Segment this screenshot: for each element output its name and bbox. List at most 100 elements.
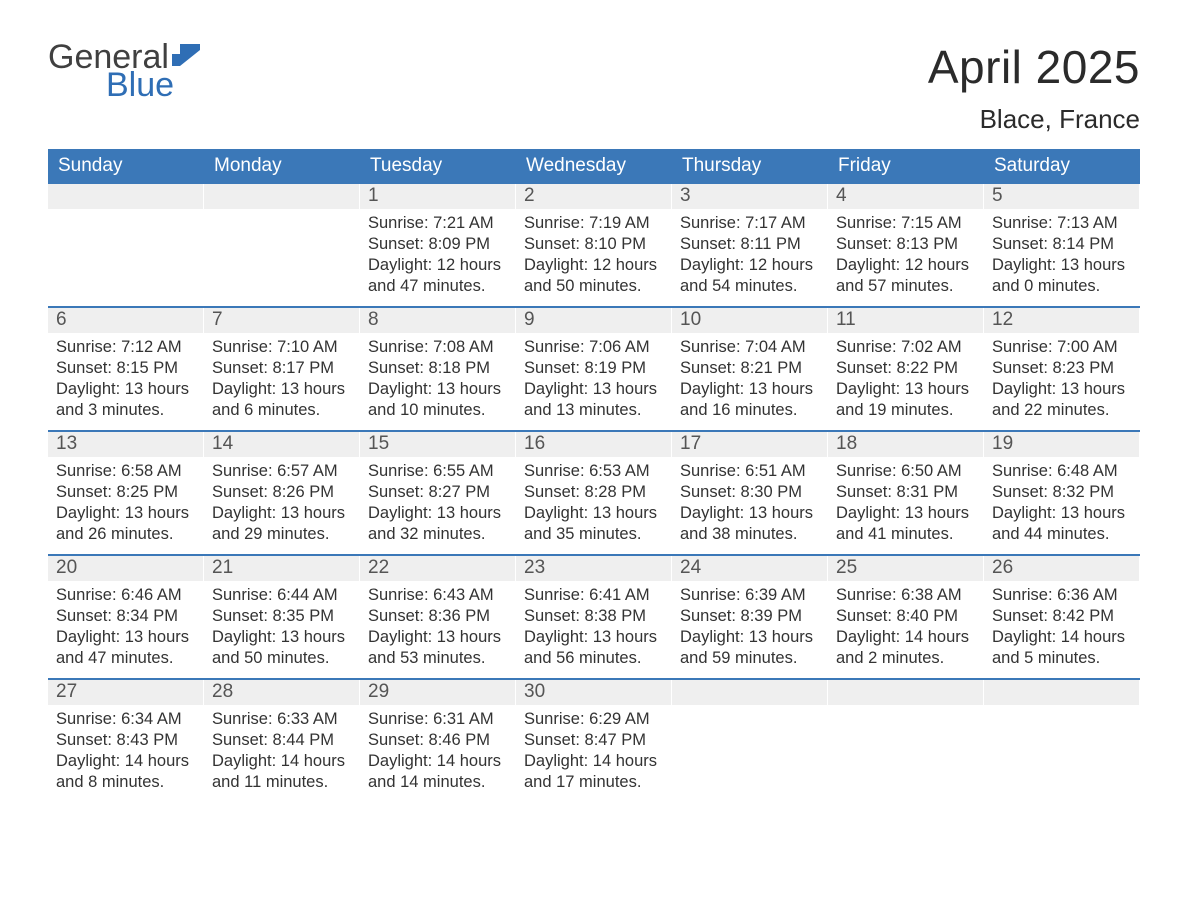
logo-flag-icon [172, 44, 200, 66]
day-number: 25 [828, 556, 983, 581]
sunset-text: Sunset: 8:19 PM [524, 358, 663, 379]
day-body: Sunrise: 7:19 AMSunset: 8:10 PMDaylight:… [516, 209, 671, 305]
daylight1-text: Daylight: 12 hours [524, 255, 663, 276]
day-cell: 7Sunrise: 7:10 AMSunset: 8:17 PMDaylight… [204, 308, 360, 430]
sunset-text: Sunset: 8:13 PM [836, 234, 975, 255]
day-cell: 17Sunrise: 6:51 AMSunset: 8:30 PMDayligh… [672, 432, 828, 554]
daylight2-text: and 56 minutes. [524, 648, 663, 669]
daylight2-text: and 32 minutes. [368, 524, 507, 545]
sunrise-text: Sunrise: 7:00 AM [992, 337, 1131, 358]
daylight2-text: and 3 minutes. [56, 400, 195, 421]
sunrise-text: Sunrise: 7:21 AM [368, 213, 507, 234]
weekday-header: Wednesday [516, 149, 672, 184]
day-number: 23 [516, 556, 671, 581]
daylight1-text: Daylight: 14 hours [524, 751, 663, 772]
day-cell: 19Sunrise: 6:48 AMSunset: 8:32 PMDayligh… [984, 432, 1140, 554]
sunset-text: Sunset: 8:28 PM [524, 482, 663, 503]
sunrise-text: Sunrise: 6:43 AM [368, 585, 507, 606]
daylight2-text: and 47 minutes. [368, 276, 507, 297]
day-number: 13 [48, 432, 203, 457]
day-body: Sunrise: 6:50 AMSunset: 8:31 PMDaylight:… [828, 457, 983, 553]
day-body: Sunrise: 7:02 AMSunset: 8:22 PMDaylight:… [828, 333, 983, 429]
day-body: Sunrise: 6:34 AMSunset: 8:43 PMDaylight:… [48, 705, 203, 801]
day-body: Sunrise: 7:04 AMSunset: 8:21 PMDaylight:… [672, 333, 827, 429]
day-body: Sunrise: 6:41 AMSunset: 8:38 PMDaylight:… [516, 581, 671, 677]
day-cell: 30Sunrise: 6:29 AMSunset: 8:47 PMDayligh… [516, 680, 672, 802]
day-cell: 28Sunrise: 6:33 AMSunset: 8:44 PMDayligh… [204, 680, 360, 802]
sunrise-text: Sunrise: 6:57 AM [212, 461, 351, 482]
sunset-text: Sunset: 8:11 PM [680, 234, 819, 255]
daylight1-text: Daylight: 13 hours [992, 379, 1131, 400]
sunset-text: Sunset: 8:31 PM [836, 482, 975, 503]
sunrise-text: Sunrise: 6:38 AM [836, 585, 975, 606]
sunrise-text: Sunrise: 6:53 AM [524, 461, 663, 482]
daylight1-text: Daylight: 13 hours [212, 503, 351, 524]
daylight1-text: Daylight: 13 hours [56, 627, 195, 648]
sunrise-text: Sunrise: 7:06 AM [524, 337, 663, 358]
day-cell [48, 184, 204, 306]
day-number: 10 [672, 308, 827, 333]
day-cell: 5Sunrise: 7:13 AMSunset: 8:14 PMDaylight… [984, 184, 1140, 306]
day-body: Sunrise: 6:39 AMSunset: 8:39 PMDaylight:… [672, 581, 827, 677]
daylight2-text: and 19 minutes. [836, 400, 975, 421]
day-cell [672, 680, 828, 802]
day-cell: 27Sunrise: 6:34 AMSunset: 8:43 PMDayligh… [48, 680, 204, 802]
sunrise-text: Sunrise: 7:12 AM [56, 337, 195, 358]
day-number: 11 [828, 308, 983, 333]
sunset-text: Sunset: 8:40 PM [836, 606, 975, 627]
day-body [204, 209, 359, 299]
day-body: Sunrise: 6:44 AMSunset: 8:35 PMDaylight:… [204, 581, 359, 677]
week-row: 27Sunrise: 6:34 AMSunset: 8:43 PMDayligh… [48, 678, 1140, 802]
sunrise-text: Sunrise: 6:44 AM [212, 585, 351, 606]
daylight2-text: and 14 minutes. [368, 772, 507, 793]
day-body: Sunrise: 7:00 AMSunset: 8:23 PMDaylight:… [984, 333, 1139, 429]
daylight1-text: Daylight: 14 hours [212, 751, 351, 772]
day-number: 6 [48, 308, 203, 333]
sunset-text: Sunset: 8:27 PM [368, 482, 507, 503]
day-body: Sunrise: 6:31 AMSunset: 8:46 PMDaylight:… [360, 705, 515, 801]
daylight1-text: Daylight: 13 hours [836, 503, 975, 524]
day-cell: 16Sunrise: 6:53 AMSunset: 8:28 PMDayligh… [516, 432, 672, 554]
day-number: 26 [984, 556, 1139, 581]
day-number: 14 [204, 432, 359, 457]
day-body: Sunrise: 6:48 AMSunset: 8:32 PMDaylight:… [984, 457, 1139, 553]
day-body [48, 209, 203, 299]
daylight2-text: and 41 minutes. [836, 524, 975, 545]
day-body: Sunrise: 6:55 AMSunset: 8:27 PMDaylight:… [360, 457, 515, 553]
day-cell: 24Sunrise: 6:39 AMSunset: 8:39 PMDayligh… [672, 556, 828, 678]
day-number: 4 [828, 184, 983, 209]
daylight1-text: Daylight: 13 hours [992, 255, 1131, 276]
daylight1-text: Daylight: 13 hours [368, 379, 507, 400]
daylight1-text: Daylight: 14 hours [992, 627, 1131, 648]
weekday-header: Sunday [48, 149, 204, 184]
day-cell: 11Sunrise: 7:02 AMSunset: 8:22 PMDayligh… [828, 308, 984, 430]
day-number: 1 [360, 184, 515, 209]
daylight1-text: Daylight: 14 hours [836, 627, 975, 648]
day-number: 5 [984, 184, 1139, 209]
daylight2-text: and 11 minutes. [212, 772, 351, 793]
day-number: 17 [672, 432, 827, 457]
weekday-header: Monday [204, 149, 360, 184]
sunset-text: Sunset: 8:14 PM [992, 234, 1131, 255]
day-body: Sunrise: 7:15 AMSunset: 8:13 PMDaylight:… [828, 209, 983, 305]
daylight2-text: and 13 minutes. [524, 400, 663, 421]
day-number: 27 [48, 680, 203, 705]
day-body [828, 705, 983, 795]
sunrise-text: Sunrise: 6:50 AM [836, 461, 975, 482]
sunrise-text: Sunrise: 7:02 AM [836, 337, 975, 358]
day-body [984, 705, 1139, 795]
day-body: Sunrise: 6:29 AMSunset: 8:47 PMDaylight:… [516, 705, 671, 801]
daylight1-text: Daylight: 12 hours [836, 255, 975, 276]
day-cell: 13Sunrise: 6:58 AMSunset: 8:25 PMDayligh… [48, 432, 204, 554]
day-cell: 18Sunrise: 6:50 AMSunset: 8:31 PMDayligh… [828, 432, 984, 554]
sunrise-text: Sunrise: 7:15 AM [836, 213, 975, 234]
sunset-text: Sunset: 8:30 PM [680, 482, 819, 503]
day-number: 29 [360, 680, 515, 705]
sunset-text: Sunset: 8:21 PM [680, 358, 819, 379]
daylight1-text: Daylight: 13 hours [992, 503, 1131, 524]
daylight1-text: Daylight: 13 hours [524, 503, 663, 524]
sunrise-text: Sunrise: 6:31 AM [368, 709, 507, 730]
sunrise-text: Sunrise: 6:46 AM [56, 585, 195, 606]
daylight1-text: Daylight: 14 hours [368, 751, 507, 772]
day-number: 12 [984, 308, 1139, 333]
